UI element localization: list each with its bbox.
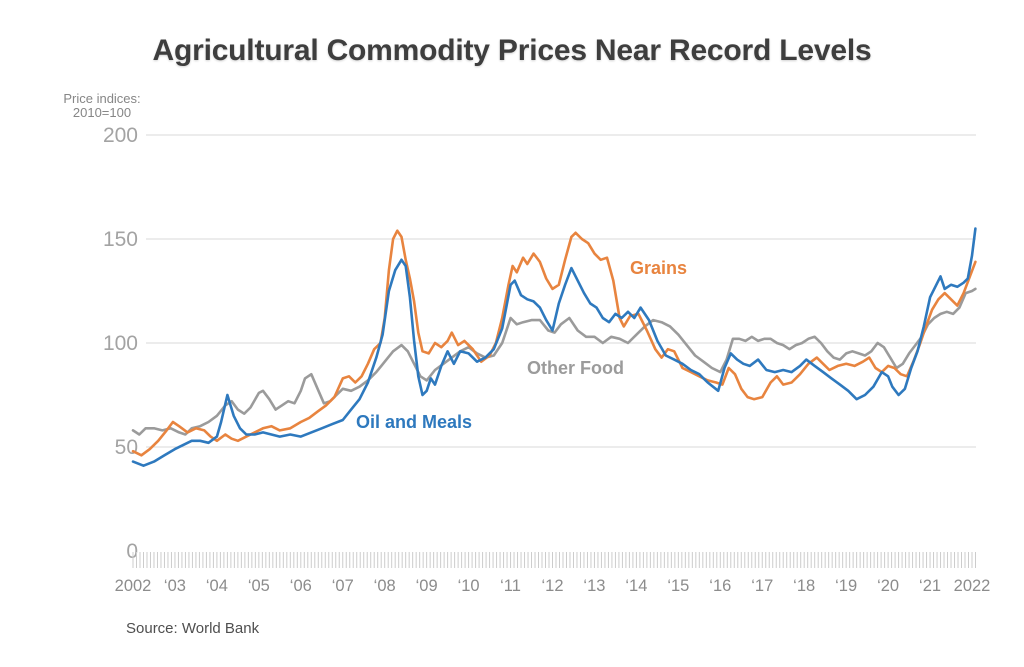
svg-text:200: 200: [103, 124, 138, 147]
oil-meals-label: Oil and Meals: [356, 412, 473, 432]
y-axis-note-line2: 2010=100: [72, 105, 132, 120]
chart-title: Agricultural Commodity Prices Near Recor…: [152, 34, 872, 67]
svg-text:‘21: ‘21: [919, 577, 941, 595]
svg-text:‘12: ‘12: [541, 577, 563, 595]
svg-text:‘15: ‘15: [667, 577, 689, 595]
svg-text:0: 0: [126, 540, 138, 563]
svg-text:‘14: ‘14: [625, 577, 647, 595]
svg-text:100: 100: [103, 332, 138, 355]
svg-text:‘03: ‘03: [164, 577, 186, 595]
svg-text:‘09: ‘09: [416, 577, 438, 595]
svg-text:‘19: ‘19: [835, 577, 857, 595]
svg-text:‘11: ‘11: [500, 577, 521, 595]
other-food-label: Other Food: [527, 358, 624, 378]
grains-label: Grains: [630, 258, 688, 278]
svg-text:‘16: ‘16: [709, 577, 731, 595]
svg-text:‘08: ‘08: [374, 577, 396, 595]
svg-text:‘07: ‘07: [332, 577, 354, 595]
svg-text:‘20: ‘20: [877, 577, 899, 595]
svg-text:‘13: ‘13: [583, 577, 605, 595]
source-note: Source: World Bank: [126, 620, 260, 637]
svg-text:‘10: ‘10: [458, 577, 480, 595]
svg-text:150: 150: [103, 228, 138, 251]
svg-text:‘17: ‘17: [751, 577, 773, 595]
svg-text:‘05: ‘05: [248, 577, 270, 595]
svg-text:‘18: ‘18: [793, 577, 815, 595]
svg-text:‘04: ‘04: [206, 577, 228, 595]
y-axis-note: Price indices: 2010=100: [50, 92, 154, 120]
svg-text:50: 50: [115, 436, 138, 459]
svg-text:2002: 2002: [115, 577, 152, 595]
y-axis-note-line1: Price indices:: [63, 91, 141, 106]
svg-text:‘06: ‘06: [290, 577, 312, 595]
svg-text:2022: 2022: [954, 577, 991, 595]
